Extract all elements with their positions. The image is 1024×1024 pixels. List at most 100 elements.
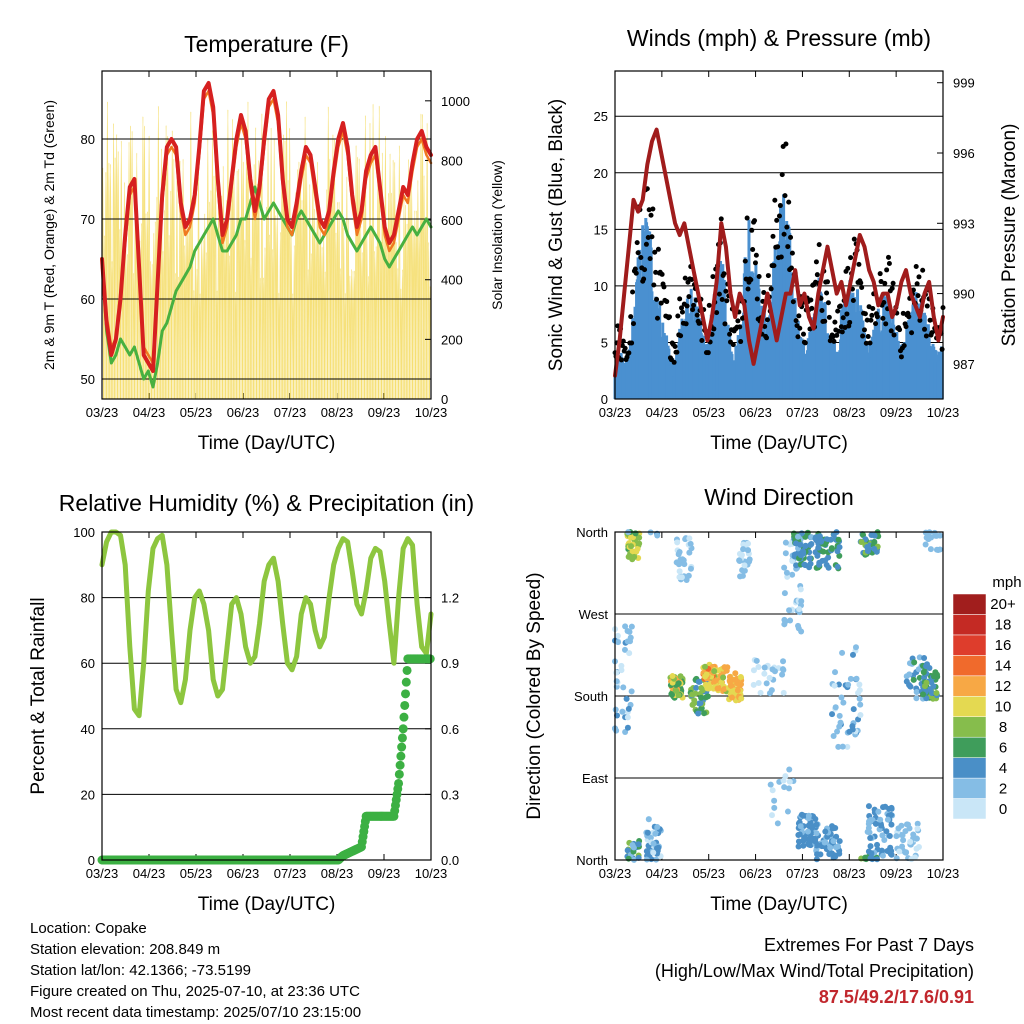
gust-point [889,285,895,291]
relative-humidity-line [99,529,434,719]
solar-insolation-spike [231,118,234,400]
wind-direction-point [813,534,820,541]
x-tick-label: 08/23 [833,866,866,881]
wind-direction-point [780,666,787,673]
wind-direction-point [613,669,620,676]
gust-point [750,246,756,252]
wind-direction-point [632,530,639,537]
wind-direction-point [635,841,642,848]
gust-point [727,331,733,337]
y-tick-label: 25 [594,109,608,124]
wind-direction-point [797,586,804,593]
gust-point [655,315,661,321]
gust-point [860,333,866,339]
gust-point [835,308,841,314]
gust-point [923,333,929,339]
solar-insolation-spike [242,161,245,400]
wind-direction-point [728,694,735,701]
wind-direction-point [702,663,709,670]
wind-direction-point [879,852,886,859]
wind-direction-point [795,622,802,629]
gust-point [827,338,833,344]
colorbar-swatch [952,655,987,677]
wind-direction-point [693,684,700,691]
gust-point [735,318,741,324]
wind-direction-point [698,705,705,712]
precipitation-point [400,700,410,710]
winds-xlabel: Time (Day/UTC) [710,433,848,454]
wind-direction-point [857,712,864,719]
colorbar-label: 12 [995,678,1012,695]
gust-point [620,338,626,344]
solar-insolation-spike [181,158,185,400]
x-tick-label: 09/23 [368,405,401,420]
y-tick-label: 10 [594,279,608,294]
solar-insolation-spike [296,169,299,400]
wind-direction-point [787,617,794,624]
x-tick-label: 07/23 [274,866,307,881]
wind-direction-point [883,828,890,835]
y-right-tick-label: 0 [441,392,448,407]
gust-point [761,289,767,295]
wind-direction-point [768,812,775,819]
gust-point [647,256,653,262]
gust-point [869,312,875,318]
precipitation-point [398,724,408,734]
gust-point [813,259,819,265]
wind-direction-point [804,828,811,835]
wind-direction-point [613,727,620,734]
solar-insolation-spike [404,204,407,400]
x-tick-label: 06/23 [227,405,260,420]
y-tick-label: 60 [81,292,95,307]
wind-direction-point [839,649,846,656]
y-tick-label: North [576,853,608,868]
gust-point [765,273,771,279]
wind-direction-point [923,679,930,686]
wind-direction-point [853,675,860,682]
wind-direction-point [888,821,895,828]
solar-insolation-spike [235,170,239,400]
x-tick-label: 04/23 [646,866,679,881]
wind-direction-point [922,541,929,548]
solar-insolation-spike [248,198,251,400]
wind-direction-point [761,664,768,671]
wind-direction-point [827,844,834,851]
gust-point [628,314,634,320]
x-tick-label: 07/23 [786,405,819,420]
wind-direction-point [817,538,824,545]
wind-direction-point [872,820,879,827]
wind-direction-point [886,833,893,840]
wind-direction-point [734,687,741,694]
solar-insolation-spike [107,162,111,400]
wind-direction-point [635,854,642,861]
gust-point [642,267,648,273]
gust-point [667,314,673,320]
gust-point [699,337,705,343]
y-tick-label: 15 [594,222,608,237]
extremes-box: Extremes For Past 7 Days (High/Low/Max W… [655,932,974,1010]
y-right-tick-label: 1000 [441,94,470,109]
wind-direction-point [679,556,686,563]
gust-point [819,308,825,314]
wind-direction-point [915,844,922,851]
wind-direction-point [696,678,703,685]
wind-direction-point [650,849,657,856]
wind-direction-point [795,843,802,850]
y-right-tick-label: 0.9 [441,656,459,671]
gust-point [881,300,887,306]
wind-direction-point [612,706,619,713]
recent-timestamp-text: Most recent data timestamp: 2025/07/10 2… [30,1004,362,1021]
gust-point [778,254,784,260]
solar-insolation-spike [299,163,302,400]
solar-insolation-spike [328,158,332,400]
wind-direction-point [750,681,757,688]
gust-point [705,350,711,356]
colorbar-label: 8 [999,719,1007,736]
solar-insolation-spike [393,161,396,400]
wind-direction-point [654,845,661,852]
wind-direction-point [796,606,803,613]
gust-point [632,266,638,272]
solar-insolation-spike [254,127,257,400]
gust-point [802,340,808,346]
wind-direction-point [805,812,812,819]
